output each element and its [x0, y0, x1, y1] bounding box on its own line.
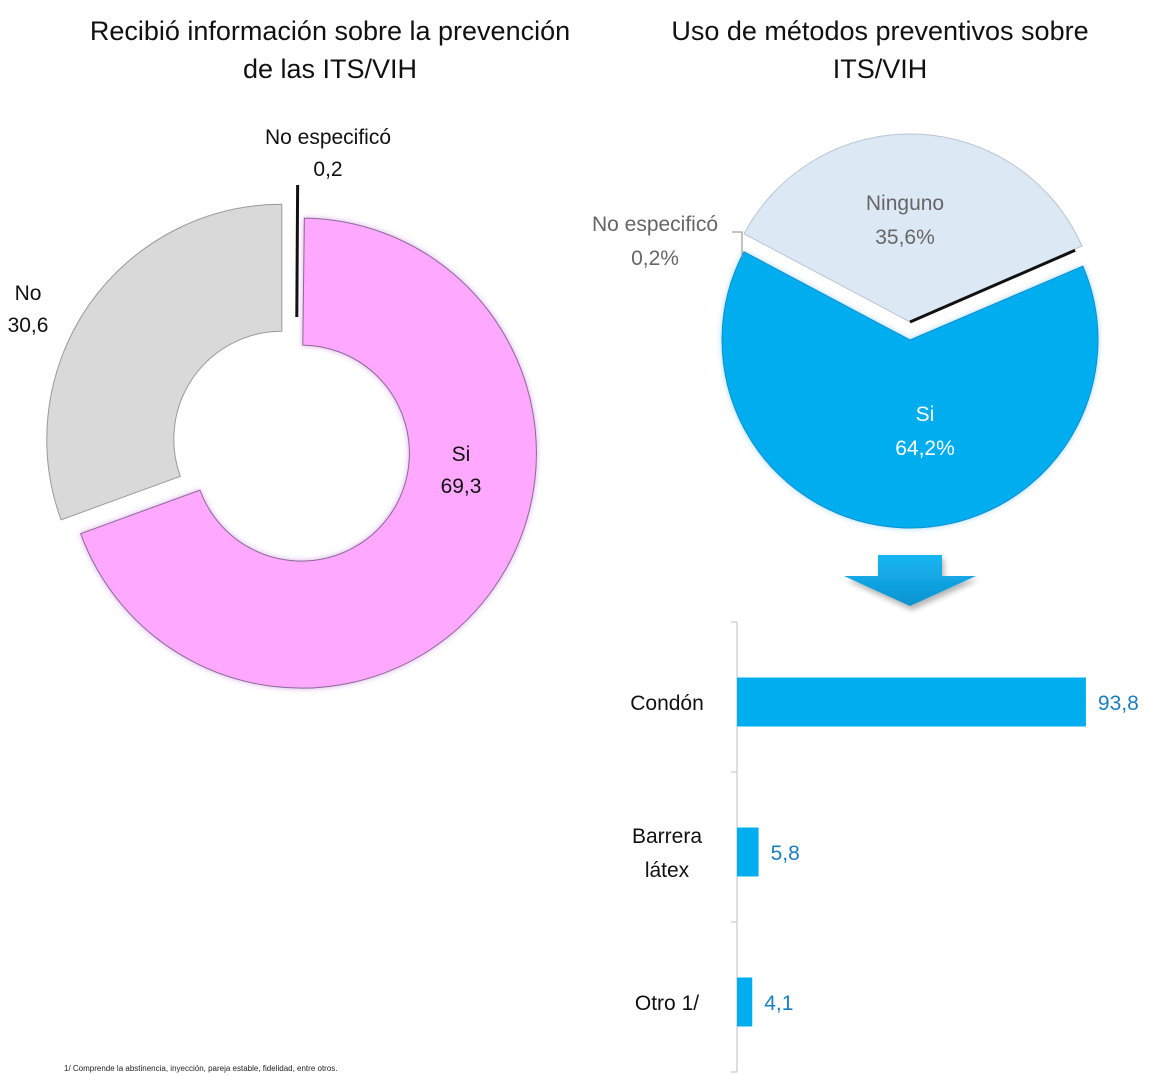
pie-slice-2 — [721, 251, 1099, 529]
bar-value-label-2: 4,1 — [764, 992, 793, 1015]
bar-value-label-1: 5,8 — [771, 842, 800, 865]
donut-chart-title: Recibió información sobre la prevención … — [89, 16, 571, 84]
bar-chart: 93,8 Condón 5,8 Barrera látex 4,1 Otro 1/ — [630, 621, 1139, 1073]
bar-2 — [737, 977, 753, 1027]
pie-leader-line — [732, 231, 743, 258]
donut-value-0: 0,2 — [313, 158, 342, 181]
bar-0 — [737, 677, 1086, 727]
footnote: 1/ Comprende la abstinencia, inyección, … — [64, 1064, 338, 1073]
donut-label-0: No especificó — [265, 126, 391, 149]
pie-chart: Ninguno 35,6% No especificó 0,2% Si 64,2% — [592, 133, 1099, 529]
pie-label-1: No especificó — [592, 213, 718, 236]
pie-value-2: 64,2% — [895, 437, 955, 460]
donut-value-2: 30,6 — [8, 314, 49, 337]
donut-slice-2 — [46, 203, 283, 521]
donut-slice-0 — [295, 184, 300, 318]
donut-value-1: 69,3 — [441, 475, 482, 498]
pie-slice-0 — [743, 133, 1083, 323]
donut-label-1: Si — [452, 443, 471, 466]
bar-category-label-1-1: látex — [645, 859, 690, 882]
donut-label-2: No — [15, 282, 42, 305]
pie-value-1: 0,2% — [631, 247, 679, 270]
down-arrow-icon — [844, 555, 976, 606]
pie-label-2: Si — [916, 403, 935, 426]
pie-chart-title: Uso de métodos preventivos sobre ITS/VIH — [671, 16, 1089, 84]
donut-chart: No especificó 0,2 Si 69,3 No 30,6 — [8, 126, 537, 689]
bar-category-label-2-0: Otro 1/ — [635, 992, 699, 1015]
bar-value-label-0: 93,8 — [1098, 692, 1139, 715]
pie-slice-1 — [909, 248, 1076, 324]
bar-category-label-0-0: Condón — [630, 692, 704, 715]
pie-value-0: 35,6% — [875, 226, 935, 249]
pie-label-0: Ninguno — [866, 192, 944, 215]
bar-1 — [737, 827, 759, 877]
bar-category-label-1-0: Barrera — [632, 825, 702, 848]
donut-slice-1 — [80, 217, 537, 689]
